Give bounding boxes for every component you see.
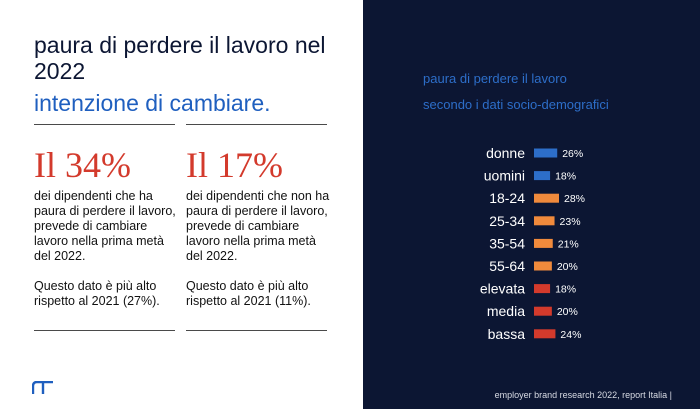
category-label: 25-34 [489,213,525,229]
chart-title-line-2: secondo i dati socio-demografici [423,97,609,112]
bar [534,216,555,226]
left-panel: paura di perdere il lavoro nel 2022 inte… [32,32,336,394]
category-label: 35-54 [489,235,525,251]
value-label: 18% [555,284,576,296]
bar [534,193,559,203]
stat-column-1: Il 34% dei dipendenti che ha paura di pe… [34,145,184,309]
category-label: bassa [488,326,526,342]
randstad-logo-icon [32,381,53,394]
bar [534,238,553,248]
stat-1-note: Questo dato è più alto rispetto al 2021 … [34,279,160,308]
divider-top-right [186,124,327,125]
value-label: 20% [557,306,578,318]
stat-1-text: dei dipendenti che ha paura di perdere i… [34,189,176,263]
chart-title: paura di perdere il lavoro secondo i dat… [423,66,609,118]
stat-1-value: Il 34% [34,145,131,185]
divider-top-left [34,124,175,125]
stat-2-value: Il 17% [186,145,283,185]
bar-chart: donne 26% uomini 18% 18-24 28% 25-34 23% 35-54 21… [480,145,585,342]
value-label: 18% [555,171,576,183]
stat-column-2: Il 17% dei dipendenti che non ha paura d… [186,145,336,309]
bar [534,261,552,271]
value-label: 26% [562,148,583,160]
category-label: uomini [484,168,525,184]
bar [534,284,551,294]
category-label: media [487,303,525,319]
footer-credit: employer brand research 2022, report Ita… [494,390,672,400]
bar [534,171,551,181]
stat-2-note: Questo dato è più alto rispetto al 2021 … [186,279,311,308]
value-label: 21% [558,238,579,250]
stat-2-text: dei dipendenti che non ha paura di perde… [186,189,330,263]
page-subtitle: intenzione di cambiare. [34,90,271,116]
bar [534,329,556,339]
bar [534,148,558,158]
value-label: 23% [560,216,581,228]
bar [534,306,552,316]
page-title: paura di perdere il lavoro nel 2022 [34,32,326,84]
chart-title-line-1: paura di perdere il lavoro [423,71,567,86]
category-label: elevata [480,281,525,297]
divider-bottom-right [186,330,327,331]
divider-bottom-left [34,330,175,331]
category-label: 55-64 [489,258,525,274]
right-panel: paura di perdere il lavoro secondo i dat… [363,0,700,409]
value-label: 24% [560,329,581,341]
category-label: donne [486,145,525,161]
value-label: 20% [557,261,578,273]
category-label: 18-24 [489,190,525,206]
value-label: 28% [564,193,585,205]
